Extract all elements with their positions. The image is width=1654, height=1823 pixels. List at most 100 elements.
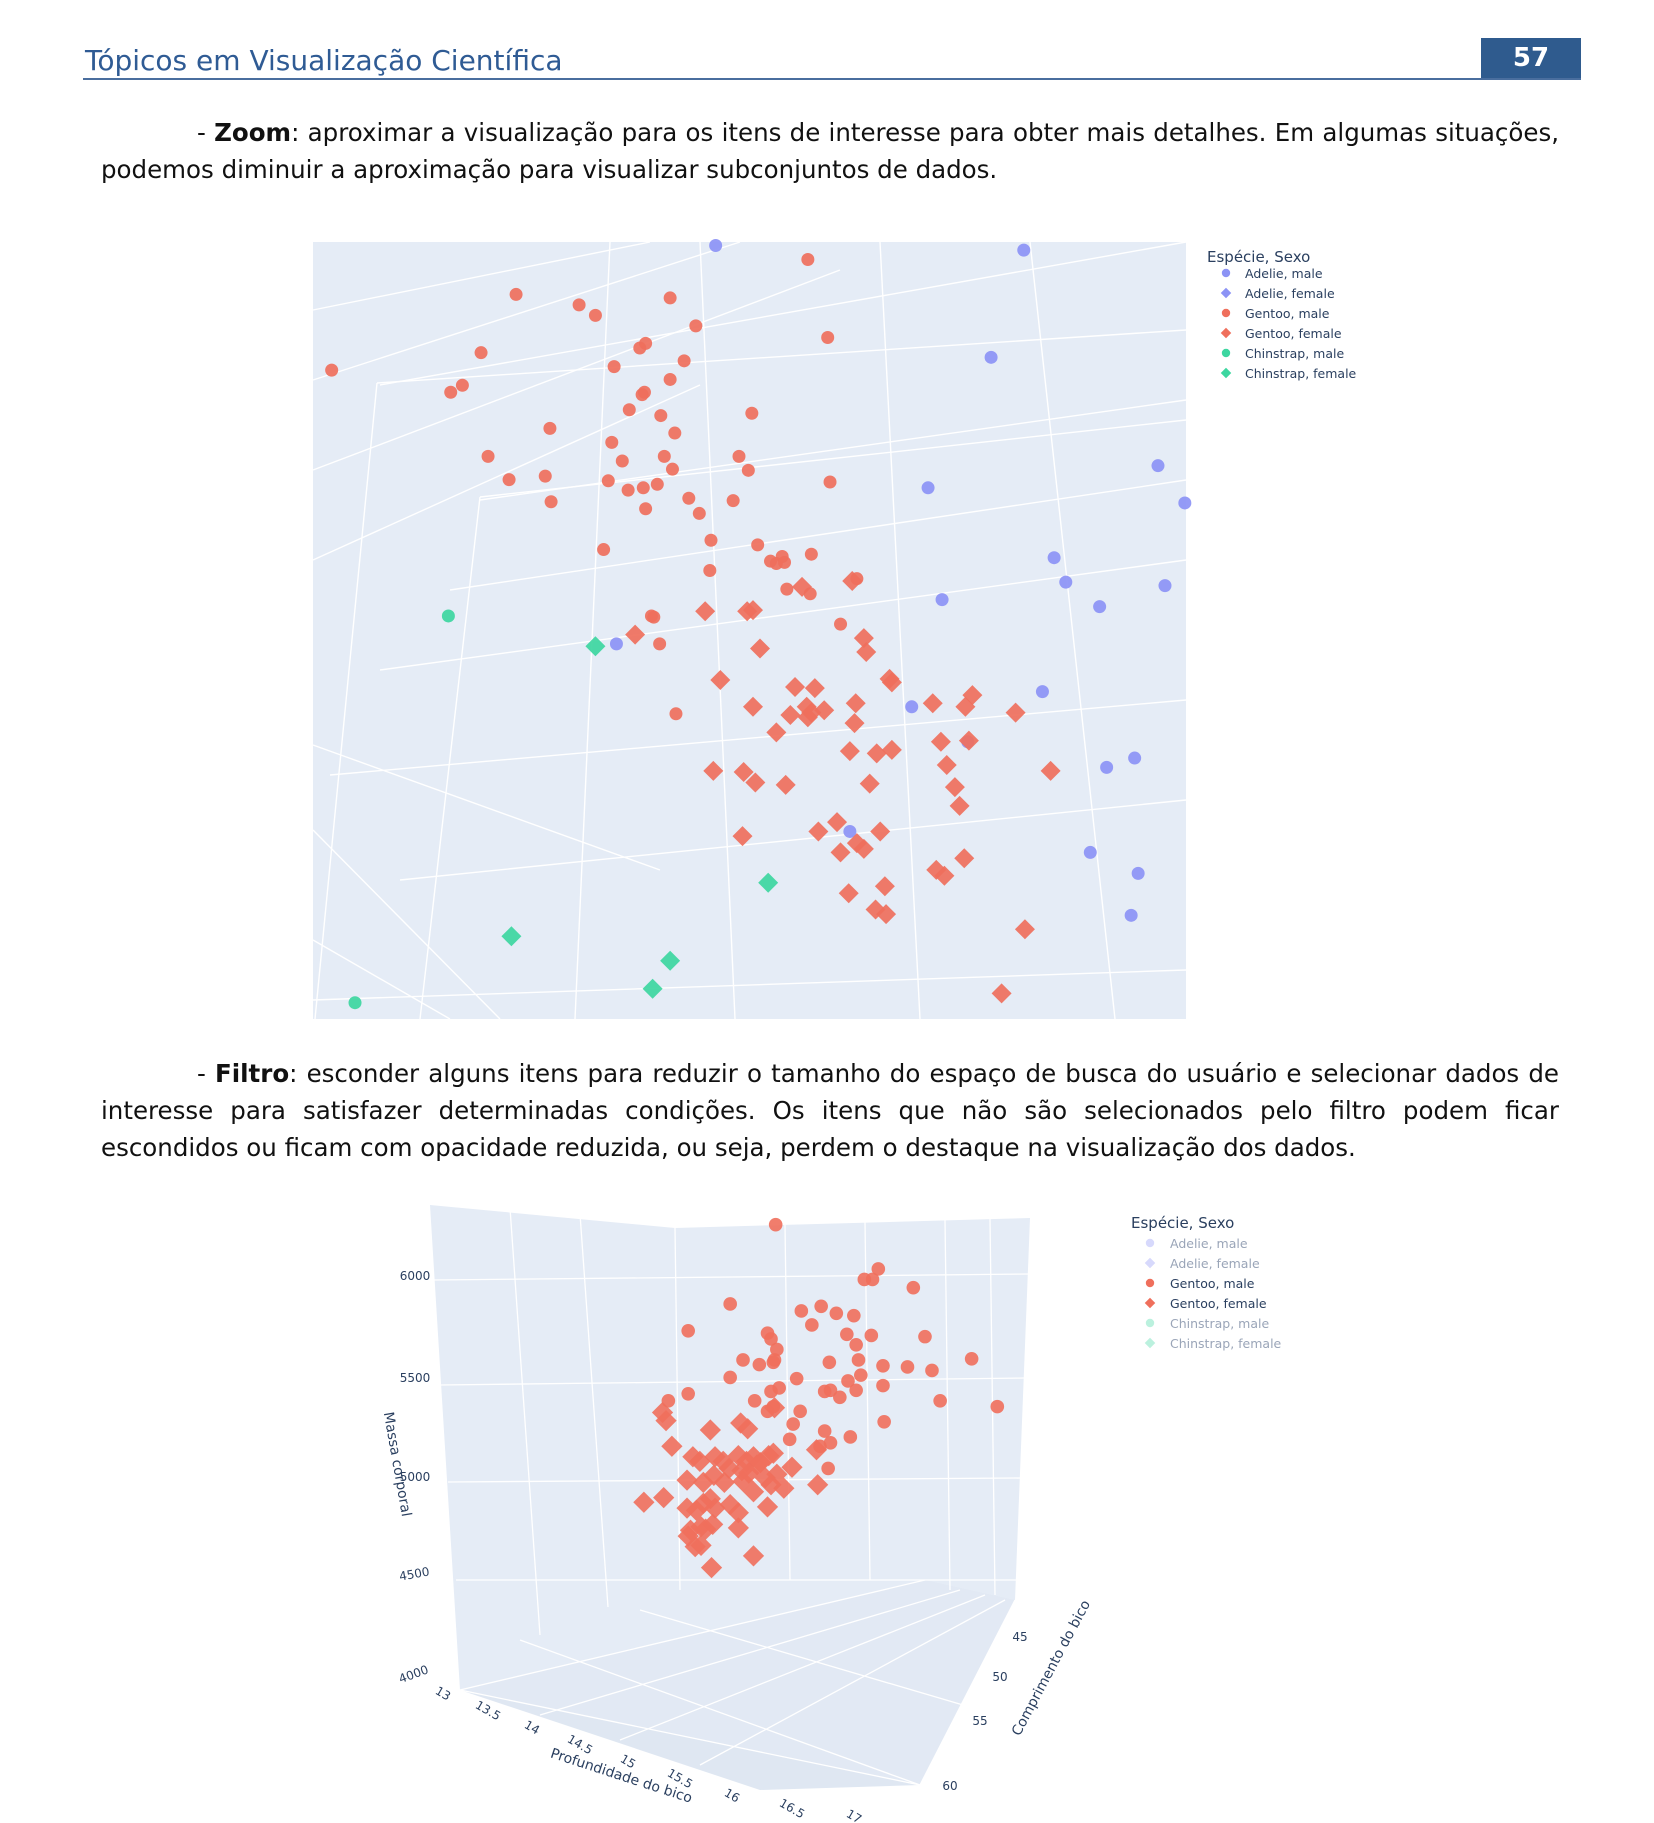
data-point <box>801 252 815 266</box>
data-point <box>991 983 1012 1004</box>
data-point <box>682 491 696 505</box>
data-point <box>597 543 611 557</box>
grid-line <box>479 419 1187 498</box>
data-point <box>870 821 891 842</box>
grid-line <box>329 699 1187 776</box>
term-filtro: Filtro <box>215 1059 290 1088</box>
data-point <box>814 700 835 721</box>
data-point <box>1128 751 1142 765</box>
data-point <box>780 704 801 725</box>
data-point <box>751 538 765 552</box>
paragraph-zoom-text: : aproximar a visualização para os itens… <box>101 118 1559 184</box>
data-point <box>732 449 746 463</box>
legend-item-label[interactable]: Gentoo, female <box>1245 326 1342 341</box>
legend-marker <box>1221 268 1231 278</box>
data-point <box>455 378 469 392</box>
data-point <box>588 308 602 322</box>
data-point <box>609 637 623 651</box>
data-point <box>481 449 495 463</box>
data-point <box>692 506 706 520</box>
data-point <box>665 462 679 476</box>
data-point <box>726 494 740 508</box>
data-point <box>853 838 874 859</box>
data-point <box>853 628 874 649</box>
data-point <box>935 593 949 607</box>
data-point <box>615 454 629 468</box>
data-point <box>441 609 455 623</box>
data-point <box>804 678 825 699</box>
paragraph-dash: - <box>197 118 215 147</box>
data-point <box>1083 845 1097 859</box>
grid-line <box>312 241 741 381</box>
data-point <box>669 707 683 721</box>
data-point <box>843 824 857 838</box>
data-point <box>778 555 792 569</box>
data-point <box>501 926 522 947</box>
grid-line <box>879 241 921 1020</box>
page-header: Tópicos em Visualização Científica 57 <box>83 28 1581 80</box>
legend-item-label[interactable]: Adelie, male <box>1245 266 1323 281</box>
data-point <box>905 700 919 714</box>
data-point <box>785 676 806 697</box>
data-point <box>710 670 731 691</box>
data-point <box>601 474 615 488</box>
data-point <box>474 346 488 360</box>
data-point <box>741 463 755 477</box>
grid-line <box>312 969 1187 1001</box>
grid-line <box>574 241 611 1020</box>
data-point <box>636 481 650 495</box>
data-point <box>639 502 653 516</box>
data-point <box>625 624 646 645</box>
data-point <box>325 363 339 377</box>
data-point <box>709 238 723 252</box>
data-point <box>944 777 965 798</box>
paragraph-zoom: - Zoom: aproximar a visualização para os… <box>101 114 1559 188</box>
data-point <box>444 385 458 399</box>
data-point <box>958 730 979 751</box>
data-point <box>1035 685 1049 699</box>
grid-line <box>312 744 661 871</box>
data-point <box>663 291 677 305</box>
data-point <box>1040 760 1061 781</box>
data-point <box>949 795 970 816</box>
data-point <box>984 350 998 364</box>
data-point <box>766 722 787 743</box>
data-point <box>780 582 794 596</box>
data-point <box>921 481 935 495</box>
legend-marker <box>1220 287 1232 299</box>
data-point <box>621 483 635 497</box>
data-point <box>823 475 837 489</box>
data-point <box>1047 551 1061 565</box>
data-point <box>962 685 983 706</box>
data-point <box>689 319 703 333</box>
data-point <box>1158 579 1172 593</box>
header-title: Tópicos em Visualização Científica <box>85 44 563 77</box>
data-point <box>1100 760 1114 774</box>
legend-item-label[interactable]: Gentoo, male <box>1245 306 1330 321</box>
legend-marker <box>1221 308 1231 318</box>
data-point <box>538 469 552 483</box>
data-point <box>876 904 897 925</box>
legend-item-label[interactable]: Chinstrap, male <box>1245 346 1344 361</box>
legend-item-label[interactable]: Chinstrap, female <box>1245 366 1357 381</box>
data-point <box>743 696 764 717</box>
data-point <box>758 872 779 893</box>
data-point <box>745 406 759 420</box>
data-point <box>792 576 813 597</box>
data-point <box>704 533 718 547</box>
legend-item-label[interactable]: Adelie, female <box>1245 286 1335 301</box>
data-point <box>1131 866 1145 880</box>
data-point <box>657 449 671 463</box>
data-point <box>642 978 663 999</box>
data-point <box>844 713 865 734</box>
data-point <box>544 495 558 509</box>
data-point <box>1124 908 1138 922</box>
data-point <box>930 731 951 752</box>
grid-line <box>1029 241 1116 1020</box>
grid-line <box>312 241 651 311</box>
grid-line <box>312 829 501 1020</box>
data-point <box>605 435 619 449</box>
data-point <box>934 865 955 886</box>
